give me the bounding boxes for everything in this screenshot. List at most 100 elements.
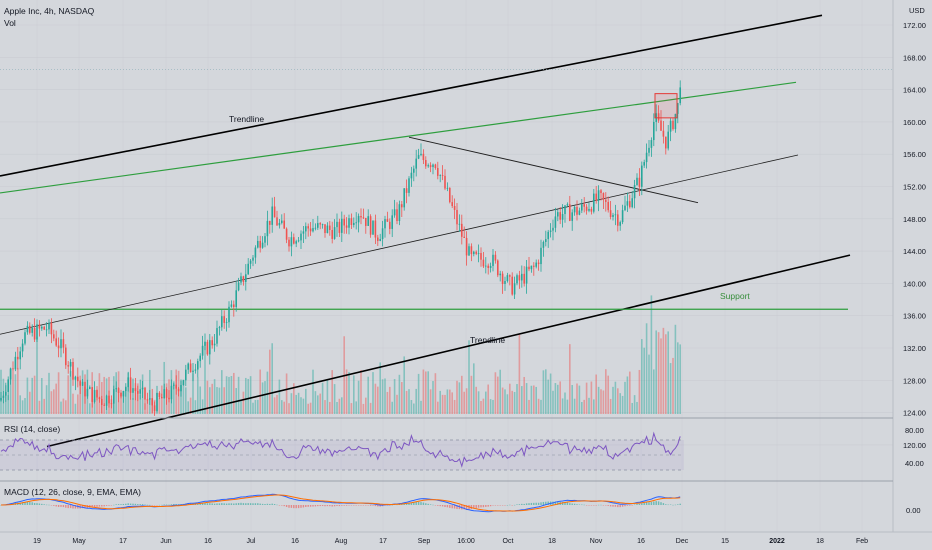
volume-bar xyxy=(261,382,264,414)
macd-hist-bar xyxy=(408,502,410,505)
volume-bar xyxy=(329,401,331,414)
candle-body xyxy=(146,399,149,401)
candle-body xyxy=(425,160,427,167)
macd-hist-bar xyxy=(528,503,530,505)
time-tick-label: 17 xyxy=(379,538,387,545)
price-axis-ticks[interactable]: 172.00 168.00 164.00 160.00 156.00 152.00 148.… xyxy=(903,21,926,450)
volume-bar xyxy=(199,386,201,414)
macd-hist-bar xyxy=(367,505,369,506)
rsi-label[interactable]: RSI (14, close) xyxy=(4,424,61,434)
price-tick-label: 160.00 xyxy=(903,118,926,127)
candle-body xyxy=(271,206,273,225)
candle-body xyxy=(127,377,129,388)
descending-trendline[interactable] xyxy=(408,136,699,204)
macd-hist-bar xyxy=(405,503,408,505)
zone-box[interactable] xyxy=(654,93,678,119)
macd-hist-bar xyxy=(677,504,679,505)
candle-body xyxy=(55,338,57,346)
time-tick-label: 15 xyxy=(721,538,729,545)
macd-hist-bar xyxy=(72,505,74,509)
candle-body xyxy=(288,239,290,247)
macd-hist-bar xyxy=(221,503,223,505)
macd-hist-bar xyxy=(293,505,295,509)
macd-hist-bar xyxy=(122,503,125,505)
macd-hist-bar xyxy=(365,505,367,506)
volume-bar xyxy=(458,382,461,414)
macd-label[interactable]: MACD (12, 26, close, 9, EMA, EMA) xyxy=(4,487,141,497)
volume-bar xyxy=(237,376,240,414)
macd-hist-bar xyxy=(67,505,69,509)
macd-hist-bar xyxy=(453,505,456,509)
macd-hist-bar xyxy=(638,503,641,505)
volume-bar xyxy=(305,388,307,414)
price-tick-label: 124.00 xyxy=(903,409,926,418)
macd-hist-bar xyxy=(91,505,93,508)
volume-bar xyxy=(413,403,415,414)
time-axis-ticks[interactable]: 19 May 17 Jun 16 Jul 16 Aug 17 Sep 16:00 Oct 18 Nov 16… xyxy=(33,538,868,545)
volume-bar xyxy=(475,386,477,414)
candle-body xyxy=(19,351,21,360)
candle-body xyxy=(259,240,261,248)
macd-hist-bar xyxy=(41,503,43,505)
macd-hist-bar xyxy=(134,503,137,505)
volume-bar xyxy=(444,394,446,414)
macd-hist-bar xyxy=(245,503,247,505)
volume-bar xyxy=(588,397,590,414)
macd-hist-bar xyxy=(254,503,257,505)
volume-bar xyxy=(677,342,679,414)
time-tick-label: Jul xyxy=(247,538,256,545)
volume-bar xyxy=(98,373,101,414)
candle-body xyxy=(509,275,511,277)
candle-body xyxy=(129,377,132,393)
volume-bar xyxy=(405,390,408,414)
currency-label: USD xyxy=(909,6,925,15)
macd-hist-bar xyxy=(230,503,233,505)
macd-hist-bar xyxy=(336,505,338,506)
candle-body xyxy=(389,221,391,229)
price-tick-label: 172.00 xyxy=(903,21,926,30)
macd-hist-bar xyxy=(36,503,38,505)
volume-bar xyxy=(576,383,578,414)
macd-hist-bar xyxy=(31,502,33,505)
candle-body xyxy=(638,177,641,187)
volume-bar xyxy=(182,379,185,414)
candle-body xyxy=(672,120,674,130)
candle-body xyxy=(211,340,213,346)
volume-bar xyxy=(309,402,312,414)
macd-hist-bar xyxy=(101,505,103,507)
green-trendline[interactable] xyxy=(0,81,797,194)
candle-body xyxy=(362,217,365,219)
volume-bar xyxy=(206,380,209,414)
candle-body xyxy=(600,190,602,194)
macd-hist-bar xyxy=(278,505,281,506)
volume-bar xyxy=(465,388,468,414)
volume-bar xyxy=(173,381,175,414)
candle-body xyxy=(79,381,81,386)
macd-hist-bar xyxy=(237,502,240,505)
candle-body xyxy=(552,227,554,231)
candle-body xyxy=(137,390,139,394)
macd-hist-bar xyxy=(242,503,245,505)
volume-bar xyxy=(669,363,672,414)
volume-bar xyxy=(146,398,149,414)
macd-hist-bar xyxy=(38,503,41,505)
macd-hist-bar xyxy=(113,504,115,506)
macd-hist-bar xyxy=(362,505,365,506)
mid-channel-line[interactable] xyxy=(0,154,799,335)
volume-bar xyxy=(617,388,619,414)
symbol-title[interactable]: Apple Inc, 4h, NASDAQ xyxy=(4,6,95,16)
volume-label[interactable]: Vol xyxy=(4,18,16,28)
upper-channel-line[interactable] xyxy=(0,14,823,177)
volume-bar xyxy=(201,399,204,414)
candle-body xyxy=(105,395,108,406)
volume-bar xyxy=(578,385,581,414)
candle-body xyxy=(497,260,499,276)
candle-body xyxy=(350,218,353,225)
lower-trendline[interactable] xyxy=(46,254,851,448)
candle-body xyxy=(9,368,12,380)
candle-body xyxy=(633,185,636,199)
candle-body xyxy=(470,246,473,255)
volume-bar xyxy=(307,403,309,414)
macd-hist-bar xyxy=(350,505,353,506)
